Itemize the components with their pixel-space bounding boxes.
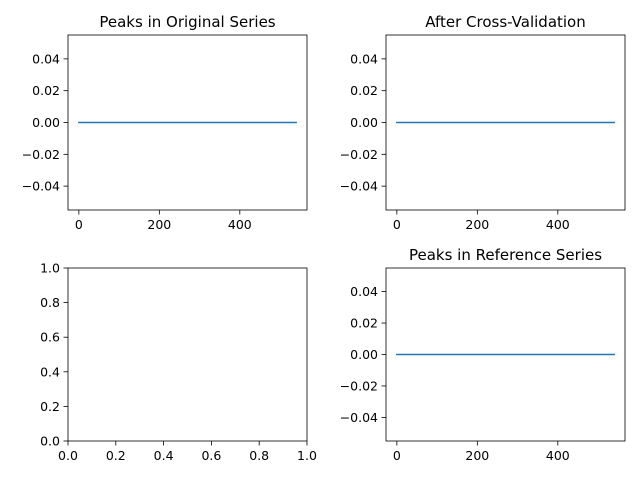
y-tick-label: 0.04	[350, 51, 378, 66]
axes-frame	[67, 267, 308, 442]
y-tick-label: 0.04	[32, 51, 60, 66]
y-tick-label: −0.04	[340, 410, 378, 425]
x-tick-label: 400	[546, 448, 570, 463]
x-tick-label: 0	[393, 448, 401, 463]
y-tick-label: 0.8	[40, 295, 60, 310]
y-tick-label: −0.02	[340, 147, 378, 162]
y-tick-label: 0.02	[350, 83, 378, 98]
y-tick-label: 0.0	[40, 434, 60, 449]
x-tick-label: 0.4	[154, 448, 174, 463]
x-tick-label: 0.0	[58, 448, 78, 463]
x-tick-label: 1.0	[297, 448, 317, 463]
y-tick-label: 1.0	[40, 261, 60, 276]
y-tick-label: −0.02	[340, 378, 378, 393]
x-tick-label: 0	[75, 217, 83, 232]
axes-2: 0 200 400 0.04 0.02 0.00 −0.02 −0.04 After Cross…	[340, 13, 626, 232]
x-tick-label: 0.2	[106, 448, 126, 463]
y-tick-label: −0.04	[22, 179, 60, 194]
y-tick-label: 0.02	[350, 316, 378, 331]
x-tick-label: 400	[228, 217, 252, 232]
axes-title: Peaks in Reference Series	[409, 246, 602, 264]
x-tick-label: 0.6	[201, 448, 221, 463]
x-tick-label: 0.8	[249, 448, 269, 463]
y-tick-label: −0.04	[340, 179, 378, 194]
y-tick-label: 0.4	[40, 364, 60, 379]
y-tick-label: 0.6	[40, 330, 60, 345]
x-tick-label: 200	[465, 448, 489, 463]
axes-3: 0.0 0.2 0.4 0.6 0.8 1.0 1.0 0.8 0.6 0.4 0.2 0.0	[40, 261, 317, 464]
y-tick-label: 0.2	[40, 399, 60, 414]
x-tick-label: 200	[147, 217, 171, 232]
x-tick-label: 200	[465, 217, 489, 232]
x-tick-label: 400	[546, 217, 570, 232]
axes-title: After Cross-Validation	[425, 13, 586, 31]
y-tick-label: 0.00	[350, 115, 378, 130]
y-tick-label: 0.02	[32, 83, 60, 98]
y-tick-label: −0.02	[22, 147, 60, 162]
axes-4: 0 200 400 0.04 0.02 0.00 −0.02 −0.04 Peaks in Re…	[340, 246, 626, 463]
x-tick-label: 0	[393, 217, 401, 232]
y-tick-label: 0.00	[350, 347, 378, 362]
y-tick-label: 0.00	[32, 115, 60, 130]
axes-title: Peaks in Original Series	[99, 13, 275, 31]
y-tick-label: 0.04	[350, 284, 378, 299]
axes-1: 0 200 400 0.04 0.02 0.00 −0.02 −0.04 Peaks in Or…	[22, 13, 308, 232]
